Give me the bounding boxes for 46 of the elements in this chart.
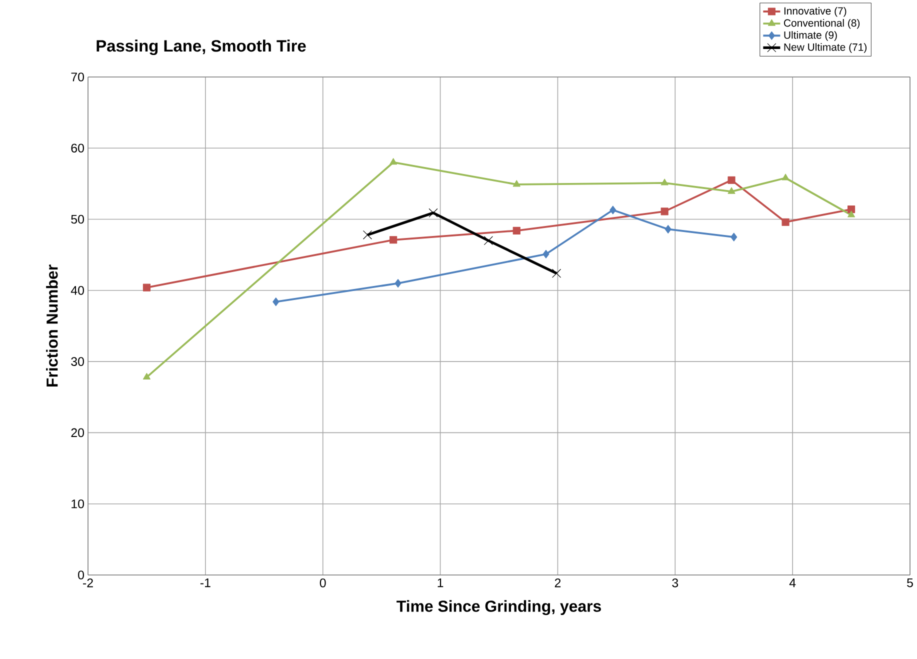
x-tick-label: 0 xyxy=(320,578,326,588)
point xyxy=(660,208,668,216)
point xyxy=(782,218,790,226)
x-axis-title: Time Since Grinding, years xyxy=(396,600,601,616)
y-tick-label: 30 xyxy=(71,357,84,366)
chart-title: Passing Lane, Smooth Tire xyxy=(96,40,306,56)
point xyxy=(782,174,790,180)
point xyxy=(484,236,493,246)
y-axis-title: Friction Number xyxy=(46,264,58,386)
x-tick-label: 2 xyxy=(554,578,561,588)
legend-label: Innovative (7) xyxy=(784,6,846,17)
point xyxy=(272,298,280,306)
x-tick-label: -2 xyxy=(83,578,93,588)
y-tick-label: 60 xyxy=(71,144,84,153)
point xyxy=(610,206,616,214)
point xyxy=(428,208,438,218)
y-tick-label: 70 xyxy=(71,72,84,82)
x-tick-label: 5 xyxy=(907,578,913,588)
x-tick-label: 1 xyxy=(438,578,444,588)
point xyxy=(394,279,402,288)
point xyxy=(542,250,550,258)
point xyxy=(728,176,736,184)
point xyxy=(848,210,856,218)
legend-label: Ultimate (9) xyxy=(784,31,837,41)
point xyxy=(730,232,738,242)
x-tick-label: 3 xyxy=(672,578,678,588)
y-tick-label: 50 xyxy=(71,214,84,224)
point xyxy=(660,178,668,186)
x-tick-label: 4 xyxy=(789,578,796,588)
y-tick-label: 40 xyxy=(70,286,84,295)
point xyxy=(512,180,520,187)
point xyxy=(142,284,151,292)
x-tick-label: -1 xyxy=(200,578,210,588)
point xyxy=(552,268,562,278)
point xyxy=(512,226,520,234)
y-tick-label: 20 xyxy=(71,428,84,438)
legend-label: New Ultimate (71) xyxy=(784,43,867,53)
legend-label: Conventional (8) xyxy=(784,19,860,29)
y-tick-label: 10 xyxy=(72,499,84,508)
point xyxy=(390,236,398,244)
point xyxy=(848,206,856,214)
y-tick-label: 0 xyxy=(78,570,84,580)
point xyxy=(664,224,672,234)
point xyxy=(728,187,736,194)
point xyxy=(390,158,398,165)
point xyxy=(362,230,372,240)
